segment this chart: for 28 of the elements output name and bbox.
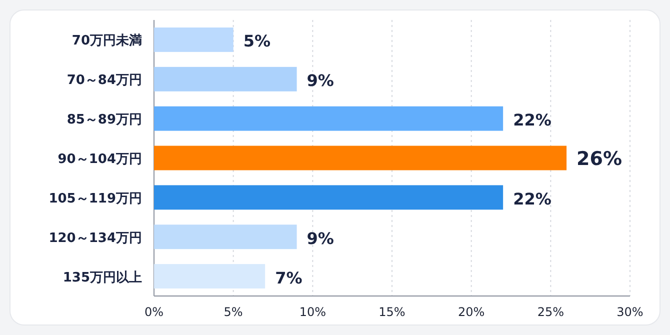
data-label: 22% [513, 189, 552, 208]
x-tick-label: 0% [144, 305, 164, 319]
x-tick-label: 5% [224, 305, 243, 319]
data-label: 9% [306, 71, 334, 90]
bar [154, 224, 297, 250]
bar [154, 264, 266, 289]
bar [154, 106, 504, 131]
y-tick-label: 135万円以上 [62, 270, 142, 286]
x-tick-label: 20% [458, 305, 485, 319]
bar [154, 146, 567, 170]
bar [154, 66, 297, 92]
y-tick-label: 70～84万円 [66, 73, 142, 88]
x-tick-label: 25% [537, 305, 564, 319]
bar [154, 27, 234, 52]
data-label: 9% [306, 228, 334, 248]
x-tick-label: 10% [299, 305, 326, 319]
y-tick-label: 120～134万円 [48, 230, 142, 246]
y-tick-label: 85～89万円 [66, 112, 142, 128]
bar [154, 185, 504, 210]
y-tick-label: 105～119万円 [48, 191, 142, 206]
data-label: 7% [275, 268, 302, 288]
x-tick-label: 30% [616, 305, 644, 319]
y-tick-label: 70万円未満 [72, 34, 142, 49]
x-tick-label: 15% [378, 305, 406, 319]
data-label: 26% [576, 148, 622, 170]
data-label: 5% [243, 32, 271, 51]
data-label: 22% [513, 110, 552, 130]
y-tick-label: 90～104万円 [58, 152, 142, 167]
